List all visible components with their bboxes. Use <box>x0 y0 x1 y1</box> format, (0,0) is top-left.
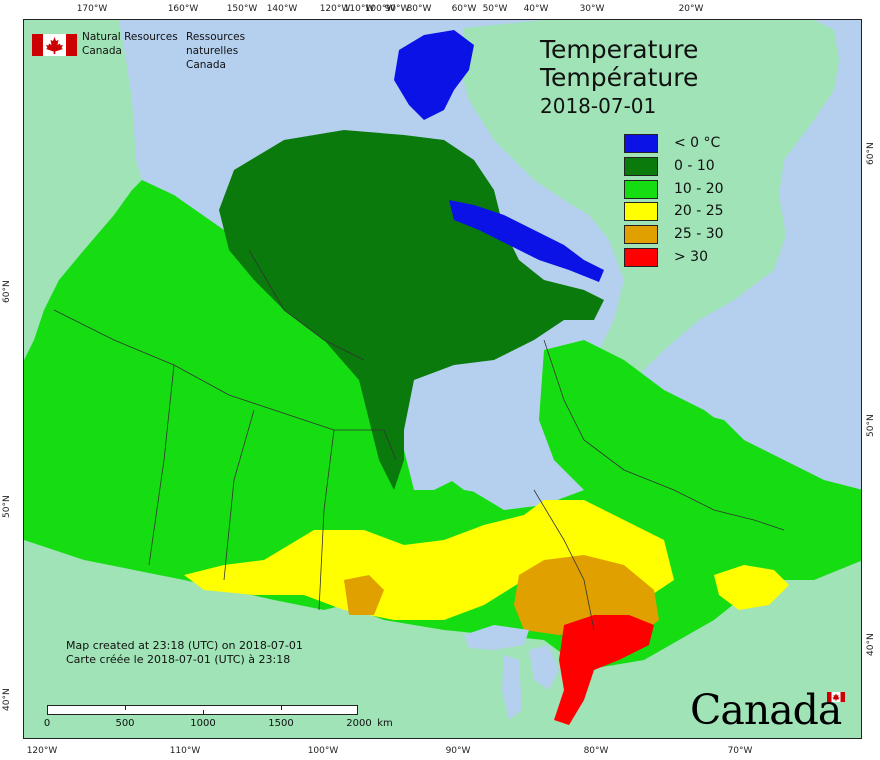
tick-top-60w: 60°W <box>451 4 477 14</box>
tick-top-100w: 100°W <box>364 4 396 14</box>
title-fr: Température <box>540 63 699 92</box>
scale-label-500: 500 <box>115 718 135 729</box>
alaska-landmass <box>24 20 142 360</box>
provincial-boundaries <box>53 249 785 631</box>
temperature-map[interactable] <box>23 19 862 739</box>
tick-top-40w: 40°W <box>523 4 549 14</box>
usa-landmass <box>24 540 861 738</box>
tick-bottom-120w: 120°W <box>26 746 58 756</box>
legend-label: < 0 °C <box>674 135 721 151</box>
legend-swatch <box>624 134 658 153</box>
tick-top-170w: 170°W <box>76 4 108 14</box>
agency-country-en: Canada <box>82 45 122 57</box>
legend-label: 0 - 10 <box>674 157 715 174</box>
scale-bar-segment <box>282 710 358 714</box>
agency-name-fr-block: Ressources naturelles Canada <box>186 30 272 72</box>
lake-superior <box>464 625 529 650</box>
tick-top-110w: 110°W <box>343 4 375 14</box>
map-graphic <box>24 20 861 738</box>
zone-10-20-east <box>539 340 861 550</box>
tick-top-150w: 150°W <box>226 4 258 14</box>
scale-bar-segment <box>204 706 282 710</box>
legend-swatch <box>624 202 658 222</box>
legend-swatch <box>624 225 658 245</box>
tick-left-50n: 50°N <box>2 495 12 518</box>
tick-top-120w: 120°W <box>319 4 351 14</box>
scale-label-1500: 1500 <box>268 718 294 729</box>
creation-note-fr: Carte créée le 2018-07-01 (UTC) à 23:18 <box>66 653 291 666</box>
scale-label-0: 0 <box>43 718 51 729</box>
tick-left-60n: 60°N <box>2 280 12 303</box>
zone-below-0-ellesmere <box>394 30 474 120</box>
tick-bottom-70w: 70°W <box>727 746 753 756</box>
wordmark-text: Canada <box>690 686 842 734</box>
zone-above-30 <box>554 615 654 725</box>
legend-label: > 30 <box>674 248 708 265</box>
scale-bar-track <box>47 705 358 715</box>
scale-label-2000: 2000 <box>346 718 372 729</box>
zone-20-25 <box>184 500 674 620</box>
tick-bottom-110w: 110°W <box>169 746 201 756</box>
hudson-bay <box>404 365 544 505</box>
tick-top-50w: 50°W <box>482 4 508 14</box>
scale-bar-segment <box>126 710 204 714</box>
zone-25-30-prairie <box>344 575 384 615</box>
tick-right-50n: 50°N <box>866 414 876 437</box>
tick-top-140w: 140°W <box>266 4 298 14</box>
tick-right-60n: 60°N <box>866 142 876 165</box>
tick-top-80w: 80°W <box>406 4 432 14</box>
agency-name-en: Natural Resources <box>82 31 178 43</box>
tick-bottom-100w: 100°W <box>307 746 339 756</box>
legend-swatch <box>624 247 658 267</box>
creation-note-en: Map created at 23:18 (UTC) on 2018-07-01 <box>66 639 303 652</box>
legend-label: 25 - 30 <box>674 226 724 243</box>
legend-label: 10 - 20 <box>674 180 724 197</box>
creation-note: Map created at 23:18 (UTC) on 2018-07-01… <box>66 639 303 667</box>
agency-name-fr: Ressources naturelles <box>186 31 246 57</box>
legend-swatch <box>624 156 658 176</box>
lake-huron <box>529 645 559 690</box>
canada-flag-icon <box>32 34 77 56</box>
legend-label: 20 - 25 <box>674 203 724 220</box>
title-en: Temperature <box>540 35 699 64</box>
zone-0-10-north <box>219 130 604 490</box>
scale-bar-segment <box>48 706 126 710</box>
scale-unit: km <box>377 718 393 729</box>
tick-bottom-80w: 80°W <box>583 746 609 756</box>
tick-top-30w: 30°W <box>579 4 605 14</box>
tick-bottom-90w: 90°W <box>445 746 471 756</box>
scale-bar: 0 500 1000 1500 2000 km <box>43 704 407 732</box>
agency-name-en-block: Natural Resources Canada <box>82 30 178 58</box>
lake-michigan <box>502 655 522 720</box>
tick-top-160w: 160°W <box>167 4 199 14</box>
legend-swatch <box>624 179 658 199</box>
canada-wordmark: Canada <box>690 686 850 734</box>
tick-left-40n: 40°N <box>2 688 12 711</box>
scale-label-1000: 1000 <box>190 718 216 729</box>
tick-right-40n: 40°N <box>866 633 876 656</box>
wordmark-flag-icon <box>827 692 845 702</box>
zone-below-0-baffin <box>449 200 604 282</box>
agency-signature: Natural Resources Canada Ressources natu… <box>32 30 272 71</box>
map-title: Temperature Température 2018-07-01 <box>540 36 698 120</box>
tick-top-20w: 20°W <box>678 4 704 14</box>
title-date: 2018-07-01 <box>540 94 657 118</box>
zone-20-25-maritimes <box>714 565 789 610</box>
tick-top-90w: 90°W <box>384 4 410 14</box>
agency-country-fr: Canada <box>186 59 226 71</box>
